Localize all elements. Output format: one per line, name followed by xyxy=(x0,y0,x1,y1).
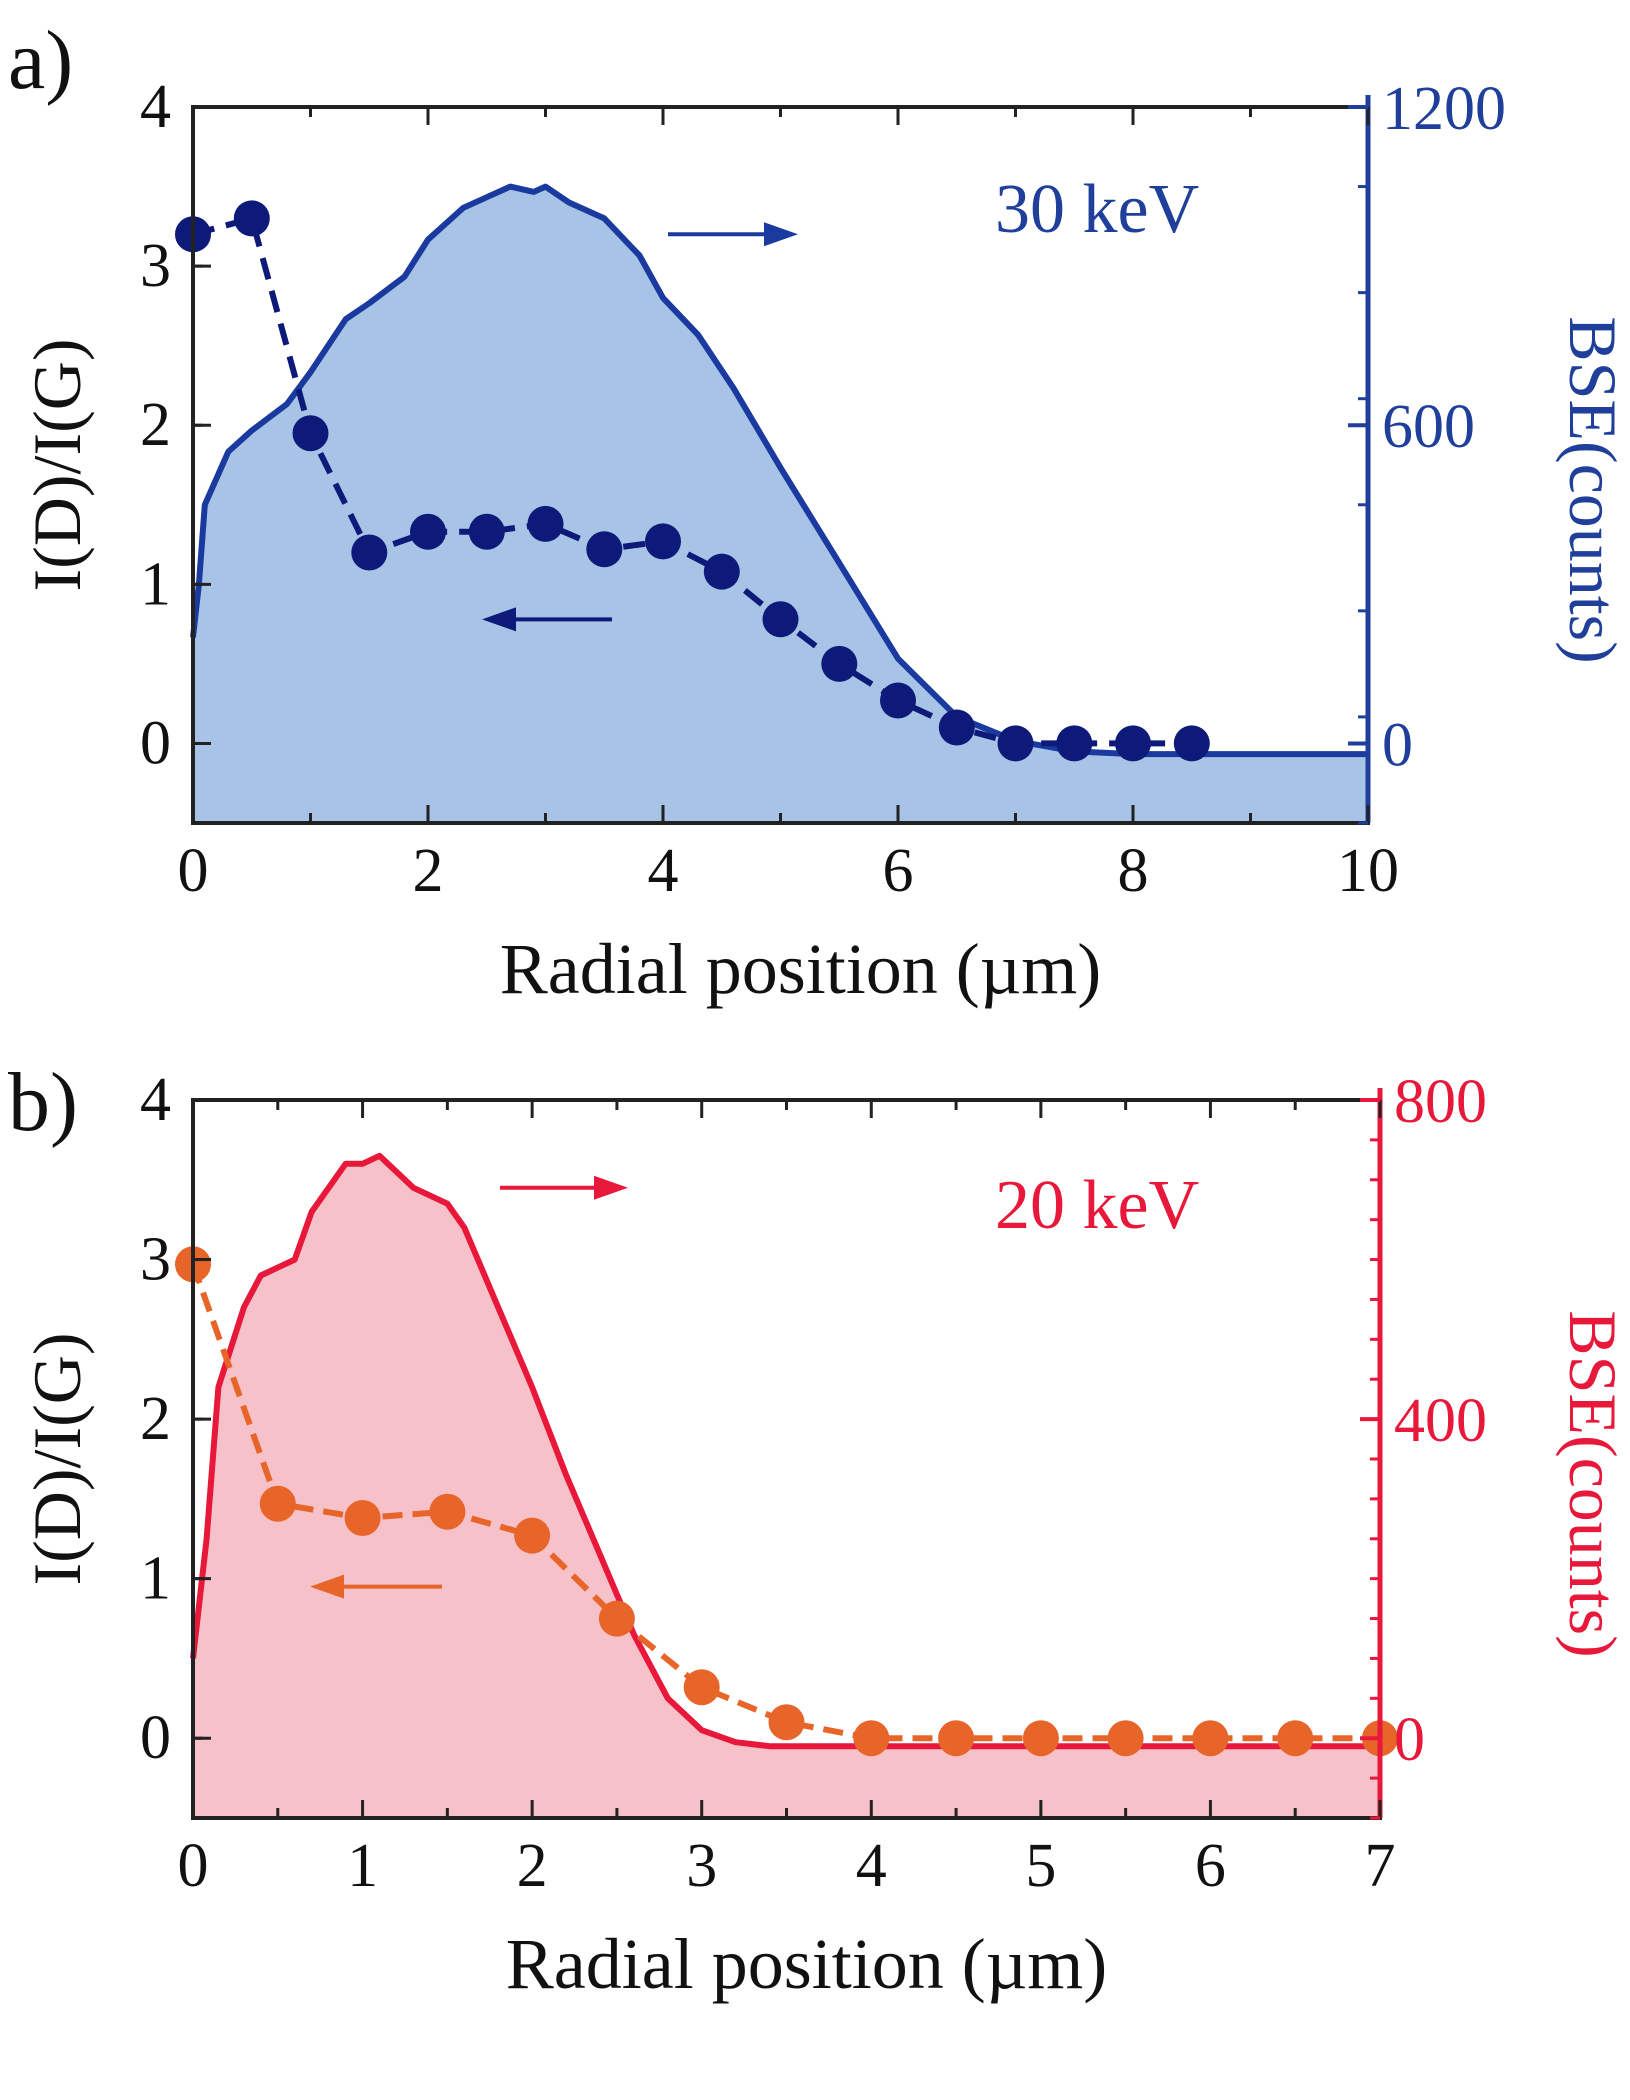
x-axis-title: Radial position (µm) xyxy=(506,1924,1107,2004)
ratio-point xyxy=(938,709,975,746)
y-right-tick-label: 1200 xyxy=(1382,75,1506,143)
x-tick-label: 4 xyxy=(856,1832,887,1900)
ratio-point xyxy=(514,1517,551,1554)
ratio-point xyxy=(821,645,858,682)
ratio-point xyxy=(429,1493,466,1530)
y-left-axis-title: I(D)/I(G) xyxy=(19,339,95,592)
right-arrow-head xyxy=(594,1175,628,1200)
x-tick-label: 5 xyxy=(1025,1832,1056,1900)
left-arrow-head xyxy=(482,607,516,632)
x-tick-label: 1 xyxy=(347,1832,378,1900)
panel-label: b) xyxy=(8,1056,78,1149)
x-tick-label: 6 xyxy=(1195,1832,1226,1900)
y-right-tick-label: 0 xyxy=(1382,711,1413,779)
x-axis-title: Radial position (µm) xyxy=(500,929,1101,1009)
x-tick-label: 0 xyxy=(178,837,209,905)
y-left-tick-label: 4 xyxy=(140,1066,171,1134)
x-tick-label: 2 xyxy=(413,837,444,905)
ratio-point xyxy=(1022,1720,1059,1757)
left-arrow-head xyxy=(310,1574,344,1599)
ratio-point xyxy=(233,200,270,237)
ratio-point xyxy=(468,513,505,550)
y-left-tick-label: 3 xyxy=(140,1226,171,1294)
x-tick-label: 8 xyxy=(1118,837,1149,905)
x-tick-label: 10 xyxy=(1337,837,1399,905)
y-left-tick-label: 1 xyxy=(140,1545,171,1613)
y-left-tick-label: 3 xyxy=(140,232,171,300)
panel-label: a) xyxy=(8,14,73,107)
x-tick-label: 6 xyxy=(883,837,914,905)
ratio-point xyxy=(1056,725,1093,762)
chart-panel-b: 0 1 2 3 4 5 6 7 0 1 2 3 4 0 400 800 Radial position (µm)… xyxy=(8,1056,1630,2004)
y-left-tick-label: 2 xyxy=(140,391,171,459)
y-right-axis-title: BSE(counts) xyxy=(1555,316,1630,664)
ratio-point xyxy=(1277,1720,1314,1757)
y-left-tick-label: 4 xyxy=(140,73,171,141)
ratio-point xyxy=(762,601,799,638)
ratio-point xyxy=(683,1669,720,1706)
ratio-point xyxy=(1115,725,1151,762)
right-arrow-head xyxy=(764,222,798,247)
ratio-point xyxy=(703,553,740,590)
bse-line xyxy=(190,1152,1380,1750)
y-left-tick-label: 0 xyxy=(140,709,171,777)
ratio-point xyxy=(410,513,446,550)
ratio-point xyxy=(292,415,329,452)
x-tick-label: 7 xyxy=(1365,1832,1396,1900)
ratio-point xyxy=(344,1500,381,1536)
ratio-point xyxy=(527,505,564,542)
x-tick-label: 0 xyxy=(178,1832,209,1900)
ratio-point xyxy=(586,531,623,568)
ratio-point xyxy=(938,1720,975,1757)
ratio-point xyxy=(645,523,681,560)
y-right-tick-label: 400 xyxy=(1394,1387,1487,1455)
bse-fill-area xyxy=(193,186,1368,824)
chart-panel-a: 0 2 4 6 8 10 0 1 2 3 4 0 600 1200 Radial position (µm)… xyxy=(8,14,1630,1009)
y-left-tick-label: 1 xyxy=(140,550,171,618)
ratio-point xyxy=(1192,1720,1229,1757)
ratio-point xyxy=(351,534,388,571)
ratio-point xyxy=(598,1600,635,1637)
y-right-tick-label: 800 xyxy=(1394,1068,1487,1136)
y-left-tick-label: 2 xyxy=(140,1385,171,1453)
ratio-point xyxy=(853,1720,890,1757)
ratio-connecting-line xyxy=(190,1263,1380,1742)
ratio-point xyxy=(1173,725,1210,762)
y-left-tick-label: 0 xyxy=(140,1704,171,1772)
ratio-point xyxy=(997,725,1034,762)
x-tick-label: 4 xyxy=(648,837,679,905)
ratio-point xyxy=(1107,1720,1144,1757)
energy-annotation: 30 keV xyxy=(995,171,1199,248)
bse-fill-area xyxy=(193,1155,1380,1818)
y-right-tick-label: 0 xyxy=(1394,1706,1425,1774)
ratio-point xyxy=(768,1704,805,1741)
y-right-tick-label: 600 xyxy=(1382,393,1475,461)
energy-annotation: 20 keV xyxy=(995,1167,1199,1244)
y-right-axis-title: BSE(counts) xyxy=(1555,1310,1630,1658)
ratio-point xyxy=(259,1485,296,1522)
ratio-point xyxy=(880,682,916,719)
x-tick-label: 3 xyxy=(686,1832,717,1900)
x-tick-label: 2 xyxy=(517,1832,548,1900)
y-left-axis-title: I(D)/I(G) xyxy=(19,1333,95,1586)
